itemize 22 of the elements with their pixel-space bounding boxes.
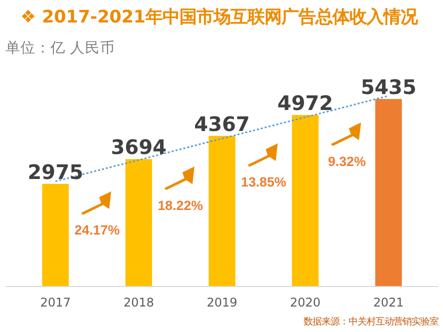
annotation: 18.22% (158, 198, 204, 213)
data-label: 3694 (110, 135, 167, 160)
data-label: 4367 (194, 112, 250, 136)
chart-subtitle: 单位：亿 人民币 (6, 40, 116, 56)
x-tick-label: 2018 (123, 296, 154, 310)
data-label: 2975 (28, 160, 84, 184)
annotation: 13.85% (241, 174, 286, 190)
chart-title: ❖ 2017-2021年中国市场互联网广告总体收入情况 (20, 8, 419, 28)
x-tick-label: 2020 (290, 296, 321, 310)
bar (208, 136, 236, 286)
annotation: 24.17% (74, 222, 120, 238)
x-tick-label: 2017 (40, 296, 71, 310)
x-tick-label: 2021 (373, 296, 404, 310)
bar (42, 184, 69, 286)
annotation: 9.32% (328, 154, 366, 169)
data-label: 4972 (277, 91, 334, 115)
source-note: 数据来源：中关村互动营销实验室 (304, 316, 438, 328)
bar (292, 115, 319, 286)
bar (375, 99, 402, 286)
data-label: 5435 (360, 75, 416, 100)
x-tick-label: 2019 (206, 296, 238, 310)
bar (125, 159, 152, 286)
